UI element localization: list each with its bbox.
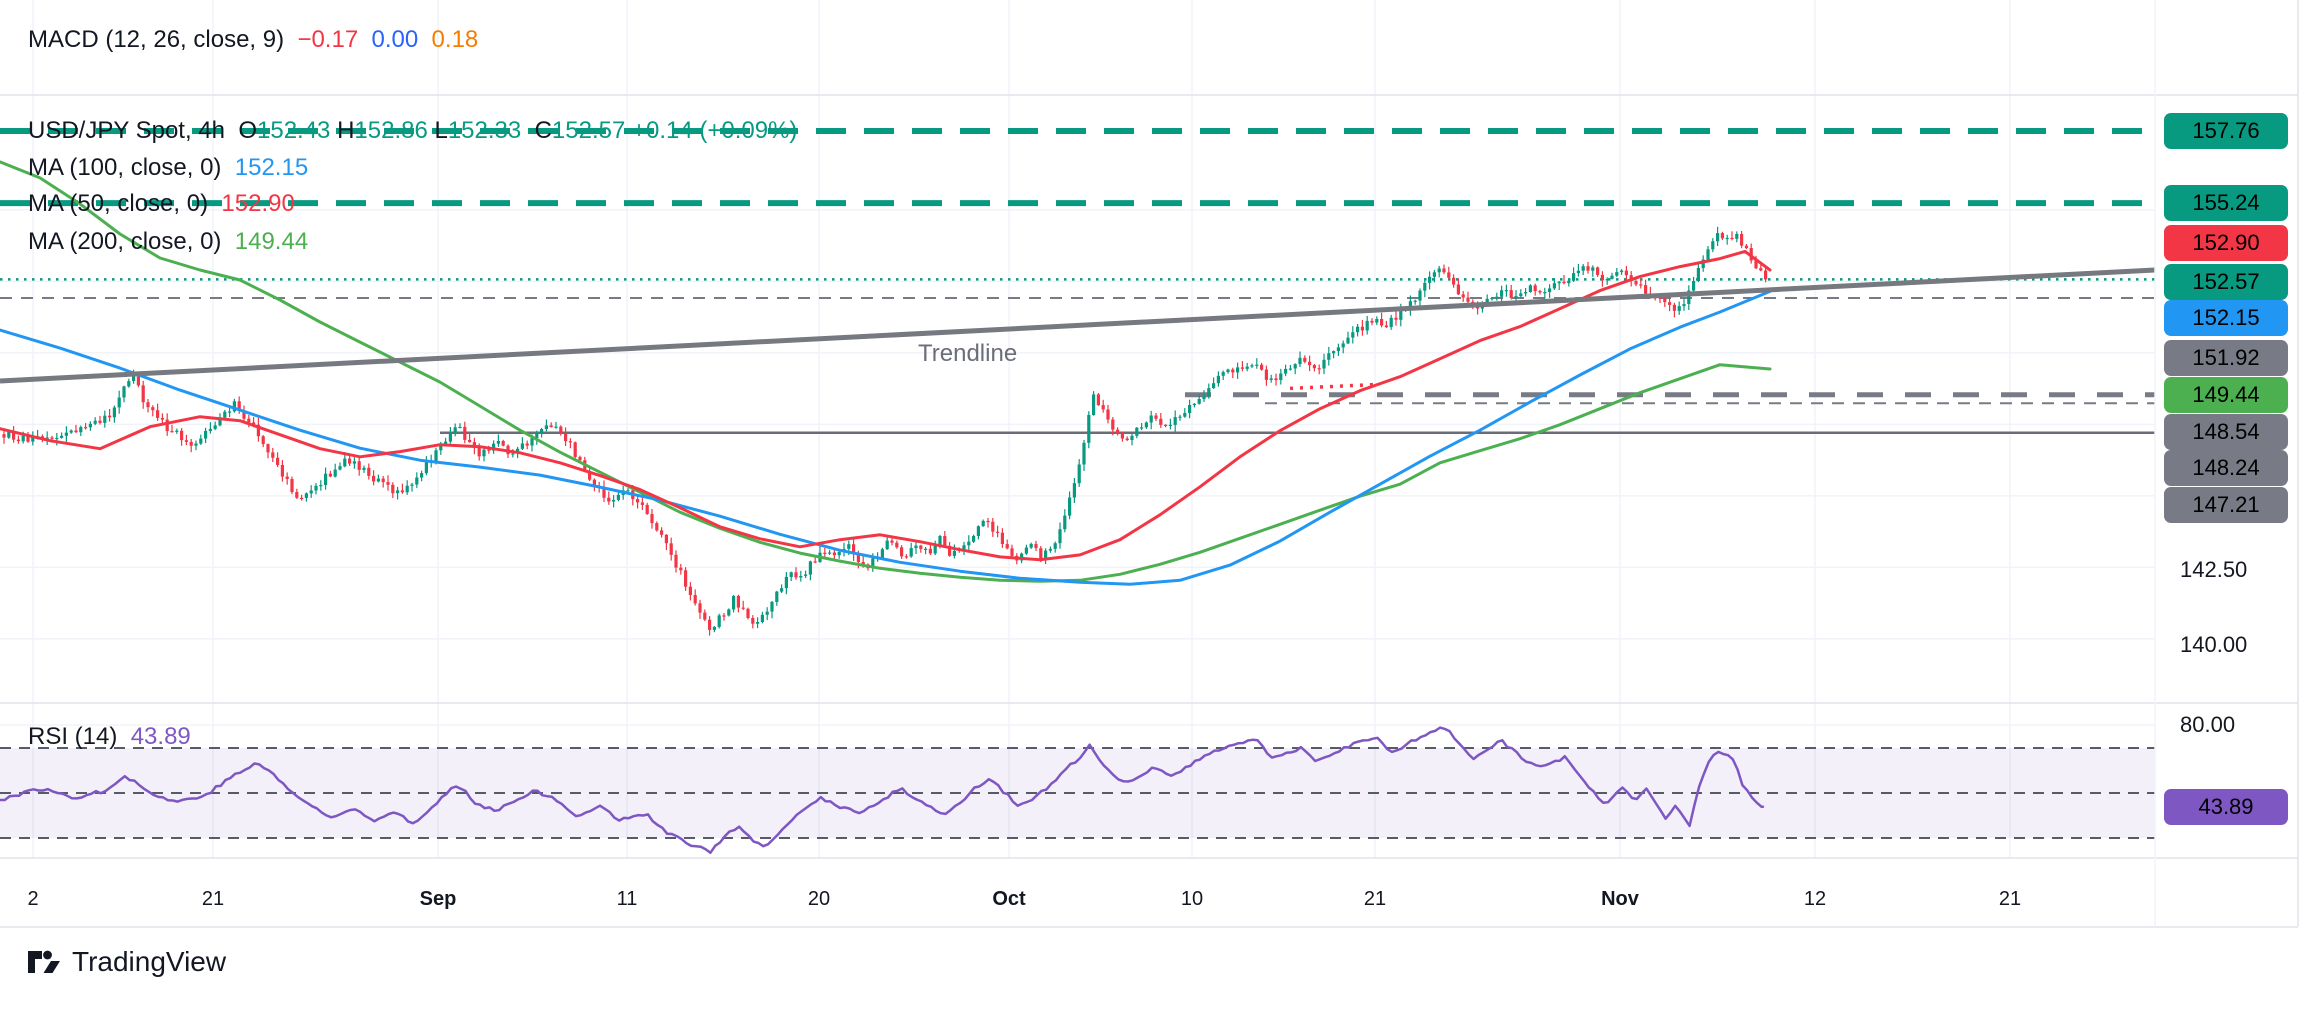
- time-axis-label: Oct: [992, 888, 1026, 910]
- price-axis-label: 149.44: [2164, 377, 2288, 413]
- time-axis-label: Nov: [1601, 888, 1639, 910]
- price-axis-label: 152.90: [2164, 225, 2288, 261]
- legend-segment: MA (50, close, 0): [28, 190, 222, 217]
- macd-legend[interactable]: MACD (12, 26, close, 9) −0.17 0.00 0.18: [28, 26, 478, 54]
- time-axis-label: 2: [27, 888, 39, 910]
- ma50-legend[interactable]: MA (50, close, 0) 152.90: [28, 190, 295, 218]
- legend-segment: 152.86: [354, 117, 428, 144]
- legend-segment: 0.00: [358, 26, 419, 53]
- tradingview-logo-text: TradingView: [72, 946, 227, 977]
- legend-segment: −0.17: [297, 26, 359, 53]
- time-axis-label: 21: [201, 888, 225, 910]
- time-axis-label: 21: [1998, 888, 2022, 910]
- legend-segment: RSI (14): [28, 723, 131, 750]
- price-axis-label: 148.24: [2164, 450, 2288, 486]
- ma100-legend[interactable]: MA (100, close, 0) 152.15: [28, 154, 308, 182]
- price-axis-label: 152.57: [2164, 264, 2288, 300]
- ma50-line[interactable]: [0, 249, 1772, 562]
- legend-segment: 152.33: [447, 117, 522, 144]
- legend-segment: O: [238, 117, 257, 144]
- price-axis-label: 148.54: [2164, 414, 2288, 450]
- legend-segment: MACD (12, 26, close, 9): [28, 26, 298, 53]
- price-axis-label: 151.92: [2164, 340, 2288, 376]
- time-axis-label: 10: [1180, 888, 1204, 910]
- legend-segment: MA (100, close, 0): [28, 154, 235, 181]
- price-axis-label: 155.24: [2164, 185, 2288, 221]
- price-axis-tick: 80.00: [2180, 712, 2236, 737]
- time-axis-label: 12: [1803, 888, 1827, 910]
- ma200-line[interactable]: [0, 160, 1772, 583]
- legend-segment: 152.43: [257, 117, 331, 144]
- time-axis-label: Sep: [419, 888, 457, 910]
- legend-segment: L: [427, 117, 448, 144]
- legend-segment: MA (200, close, 0): [28, 228, 235, 255]
- legend-segment: C: [521, 117, 552, 144]
- legend-segment: H: [330, 117, 355, 144]
- symbol-legend[interactable]: USD/JPY Spot, 4h O152.43 H152.86 L152.33…: [28, 117, 797, 145]
- legend-segment: USD/JPY Spot, 4h: [28, 117, 239, 144]
- trendline[interactable]: [0, 267, 2156, 384]
- time-axis-label: 11: [616, 888, 638, 910]
- time-axis-label: 21: [1363, 888, 1387, 910]
- tradingview-logo[interactable]: TradingView: [26, 944, 226, 980]
- trendline-annotation[interactable]: Trendline: [918, 340, 1018, 367]
- tradingview-logo-icon: [28, 950, 60, 973]
- time-axis-label: 20: [807, 888, 831, 910]
- legend-segment: 0.18: [418, 26, 479, 53]
- price-axis-tick: 142.50: [2180, 557, 2248, 582]
- price-axis-label: 157.76: [2164, 113, 2288, 149]
- legend-segment: 152.57: [551, 117, 626, 144]
- legend-segment: 152.15: [234, 154, 309, 181]
- price-axis-label: 43.89: [2164, 789, 2288, 825]
- legend-segment: 149.44: [234, 228, 309, 255]
- ma100-line[interactable]: [0, 289, 1772, 586]
- price-axis-tick: 140.00: [2180, 632, 2248, 657]
- price-axis-label: 147.21: [2164, 487, 2288, 523]
- legend-segment: 152.90: [221, 190, 295, 217]
- price-axis-label: 152.15: [2164, 300, 2288, 336]
- rsi-line[interactable]: [0, 726, 1765, 855]
- rsi-legend[interactable]: RSI (14) 43.89: [28, 723, 191, 751]
- legend-segment: 43.89: [130, 723, 191, 750]
- ma200-legend[interactable]: MA (200, close, 0) 149.44: [28, 228, 308, 256]
- legend-segment: +0.14 (+0.09%): [625, 117, 798, 144]
